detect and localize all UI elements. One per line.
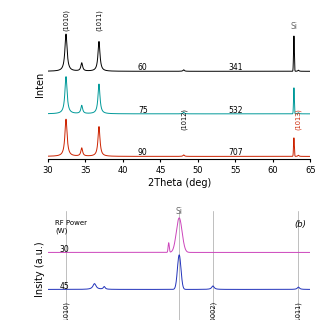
Text: 30: 30	[59, 244, 69, 253]
Text: (1011): (1011)	[295, 301, 302, 320]
Text: 341: 341	[228, 63, 243, 72]
Text: 90: 90	[138, 148, 148, 157]
Text: Si: Si	[291, 22, 297, 31]
Text: (0002): (0002)	[210, 301, 216, 320]
Text: (b): (b)	[295, 220, 307, 228]
Y-axis label: Insity (a.u.): Insity (a.u.)	[35, 241, 45, 297]
Text: (1010): (1010)	[63, 9, 69, 31]
Text: 45: 45	[59, 282, 69, 291]
Text: 60: 60	[138, 63, 148, 72]
Text: 532: 532	[228, 106, 243, 115]
Text: (1010): (1010)	[63, 301, 69, 320]
X-axis label: 2Theta (deg): 2Theta (deg)	[148, 178, 211, 188]
Text: (1012): (1012)	[180, 108, 187, 130]
Y-axis label: Inten: Inten	[35, 71, 45, 97]
Text: (1013): (1013)	[295, 108, 302, 130]
Text: 707: 707	[228, 148, 243, 157]
Text: 75: 75	[138, 106, 148, 115]
Text: RF Power
(W): RF Power (W)	[55, 220, 87, 234]
Text: Si: Si	[176, 207, 183, 216]
Text: (1011): (1011)	[96, 9, 102, 31]
